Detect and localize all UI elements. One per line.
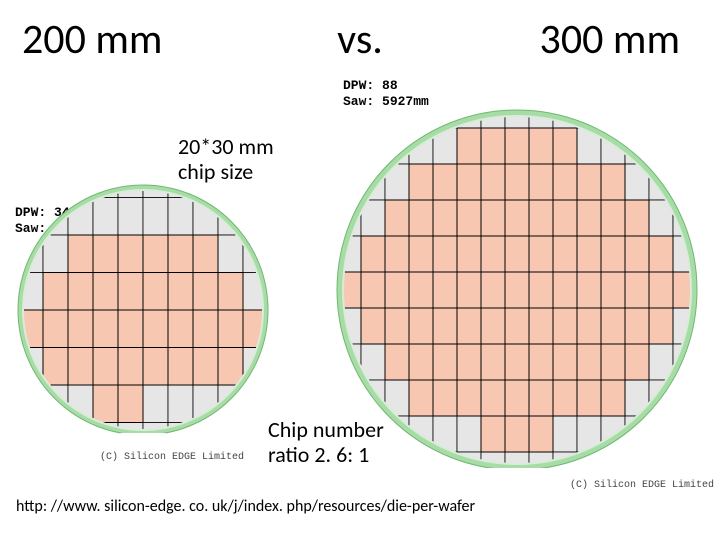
- dpw-value-300: 88: [382, 78, 398, 93]
- dpw-label-300: DPW:: [343, 78, 374, 93]
- title-right: 300 mm: [540, 14, 680, 65]
- source-url: http: //www. silicon-edge. co. uk/j/inde…: [16, 497, 475, 516]
- copyright-left: (C) Silicon EDGE Limited: [100, 452, 244, 463]
- copyright-right: (C) Silicon EDGE Limited: [570, 480, 714, 491]
